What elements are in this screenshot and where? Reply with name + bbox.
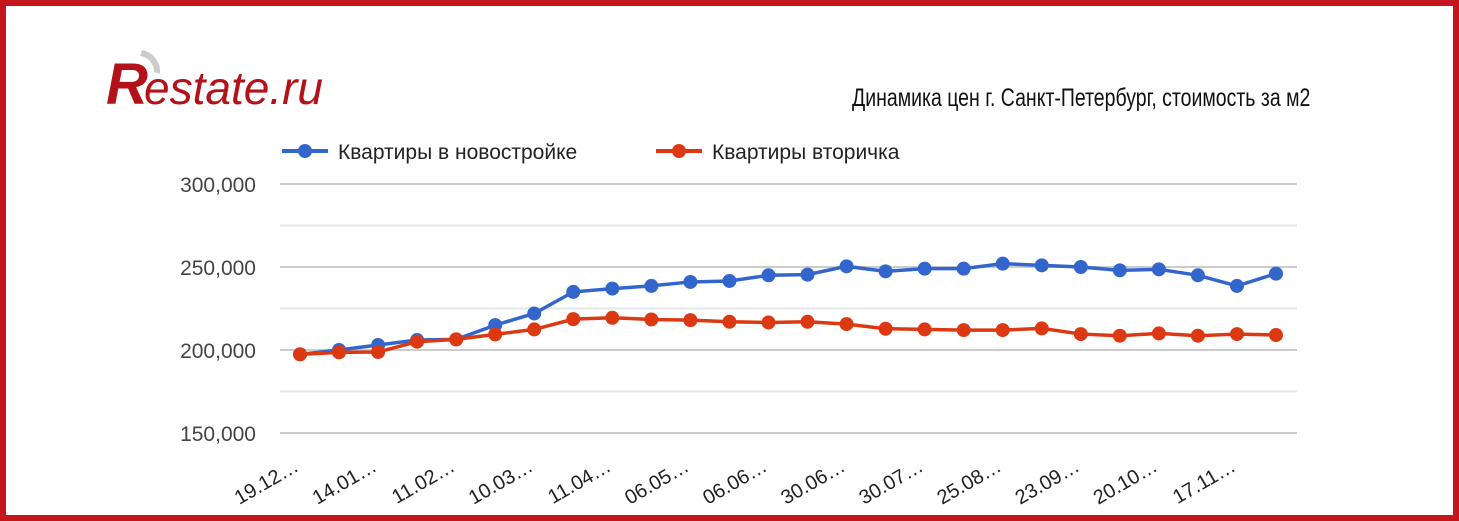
- data-point: [722, 314, 737, 329]
- data-point: [683, 313, 698, 328]
- data-point: [917, 322, 932, 337]
- x-tick-label: 30.07…: [855, 455, 927, 509]
- restate-logo: R estate.ru: [106, 50, 323, 114]
- data-point: [878, 264, 893, 279]
- data-point: [800, 314, 815, 329]
- legend-marker: [672, 144, 686, 158]
- data-point: [800, 267, 815, 282]
- data-point: [1073, 327, 1088, 342]
- x-tick-label: 20.10…: [1090, 455, 1162, 509]
- legend-label: Квартиры вторичка: [712, 141, 900, 164]
- data-point: [1190, 268, 1205, 283]
- y-tick-label: 150,000: [180, 423, 256, 446]
- data-point: [839, 317, 854, 332]
- x-tick-label: 11.04…: [544, 455, 614, 508]
- y-tick-label: 250,000: [180, 257, 256, 280]
- data-point: [1151, 262, 1166, 277]
- data-point: [1190, 328, 1205, 343]
- data-point: [1269, 266, 1283, 281]
- data-point: [878, 321, 893, 336]
- data-point: [1034, 321, 1049, 336]
- data-point: [1034, 258, 1049, 273]
- data-point: [1151, 326, 1166, 341]
- data-point: [644, 312, 659, 327]
- data-point: [566, 312, 581, 327]
- data-point: [1229, 278, 1244, 293]
- data-point: [293, 347, 307, 362]
- data-point: [449, 332, 464, 347]
- series-line: [299, 316, 1277, 357]
- data-point: [566, 284, 581, 299]
- data-point: [956, 323, 971, 338]
- data-point: [956, 261, 971, 276]
- data-point: [683, 274, 698, 289]
- x-tick-label: 06.06…: [699, 455, 771, 509]
- x-tick-label: 14.01…: [309, 455, 381, 509]
- data-point: [917, 261, 932, 276]
- data-point: [761, 315, 776, 330]
- data-point: [1073, 260, 1088, 274]
- data-point: [1112, 328, 1127, 343]
- x-tick-label: 25.08…: [934, 455, 1006, 509]
- x-tick-label: 19.12…: [231, 455, 303, 509]
- data-point: [1229, 327, 1244, 342]
- x-tick-label: 11.02…: [388, 455, 458, 508]
- x-tick-label: 17.11…: [1169, 455, 1239, 508]
- data-point: [332, 345, 347, 360]
- x-tick-label: 06.05…: [621, 455, 693, 509]
- data-point: [527, 322, 542, 337]
- x-tick-label: 30.06…: [777, 455, 849, 509]
- svg-text:R: R: [106, 52, 148, 114]
- x-tick-label: 10.03…: [465, 455, 537, 509]
- data-point: [644, 278, 659, 293]
- data-point: [605, 281, 620, 296]
- data-point: [995, 256, 1010, 271]
- data-point: [1269, 328, 1283, 343]
- x-tick-label: 23.09…: [1012, 455, 1084, 509]
- data-point: [527, 306, 542, 321]
- data-point: [605, 310, 620, 325]
- chart-title: Динамика цен г. Санкт-Петербург, стоимос…: [852, 84, 1311, 112]
- data-point: [1112, 263, 1127, 278]
- legend-label: Квартиры в новостройке: [338, 141, 577, 164]
- data-point: [488, 327, 503, 342]
- data-point: [371, 344, 386, 359]
- legend-marker: [298, 144, 312, 158]
- data-point: [722, 273, 737, 288]
- data-point: [839, 259, 854, 274]
- y-tick-label: 200,000: [180, 340, 256, 363]
- y-tick-label: 300,000: [180, 174, 256, 197]
- data-point: [761, 268, 776, 283]
- data-point: [410, 334, 425, 349]
- data-point: [995, 323, 1010, 338]
- svg-text:estate.ru: estate.ru: [144, 62, 323, 114]
